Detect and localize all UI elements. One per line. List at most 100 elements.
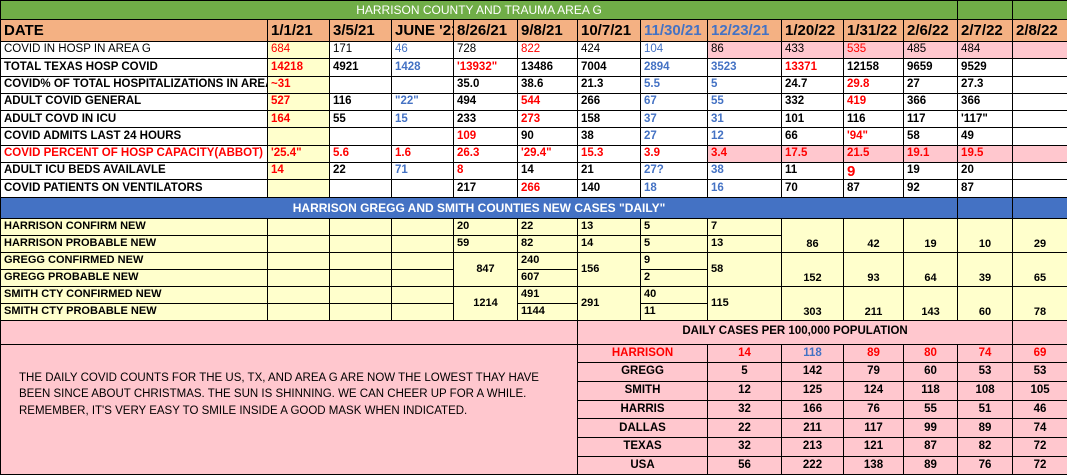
county-row-label[interactable]: HARRISON PROBABLE NEW <box>0 234 268 253</box>
data-cell[interactable]: 233 <box>453 110 518 129</box>
empty-cell[interactable] <box>329 234 392 253</box>
combined-case-cell[interactable]: 60 <box>957 285 1014 321</box>
date-column-header[interactable]: 1/31/22 <box>843 19 904 42</box>
per-100k-value[interactable]: 79 <box>843 362 904 383</box>
data-cell[interactable]: '25.4" <box>267 144 330 164</box>
data-cell[interactable]: 87 <box>843 179 904 198</box>
data-cell[interactable]: 140 <box>577 179 641 198</box>
data-cell[interactable]: 37 <box>640 110 708 129</box>
data-cell[interactable]: 12 <box>707 127 782 146</box>
data-cell[interactable]: '29.4" <box>517 144 578 164</box>
per-100k-value[interactable]: 89 <box>902 455 959 475</box>
data-cell[interactable]: 66 <box>781 127 844 146</box>
data-cell[interactable]: 485 <box>902 40 959 60</box>
data-cell[interactable]: 90 <box>517 127 578 146</box>
per-100k-title[interactable]: DAILY CASES PER 100,000 POPULATION <box>576 319 1014 345</box>
per-100k-value[interactable]: 80 <box>902 343 959 364</box>
county-row-label[interactable]: SMITH CTY PROBABLE NEW <box>0 302 268 321</box>
data-cell[interactable]: 19.5 <box>957 144 1014 164</box>
data-cell[interactable]: 55 <box>707 92 782 112</box>
combined-case-cell[interactable]: 93 <box>843 251 904 287</box>
empty-cell[interactable] <box>329 302 392 321</box>
data-cell[interactable]: 21.3 <box>577 75 641 94</box>
per-100k-value[interactable]: 72 <box>1012 455 1067 475</box>
data-cell[interactable]: 273 <box>517 110 578 129</box>
data-cell[interactable]: "22" <box>391 92 454 112</box>
data-cell[interactable] <box>1012 179 1067 198</box>
cell[interactable] <box>957 196 1014 219</box>
per-100k-value[interactable]: 121 <box>843 437 904 457</box>
case-cell[interactable]: 1144 <box>517 302 578 321</box>
combined-case-cell[interactable]: 152 <box>781 251 844 287</box>
per-100k-value[interactable]: 76 <box>843 399 904 420</box>
case-cell[interactable]: 58 <box>707 251 782 287</box>
data-cell[interactable]: 117 <box>902 110 959 129</box>
row-label[interactable]: ADULT COVID GENERAL <box>0 92 268 112</box>
per-100k-value[interactable]: 105 <box>1012 381 1067 401</box>
data-cell[interactable]: 266 <box>517 179 578 198</box>
per-100k-value[interactable]: 213 <box>781 437 844 457</box>
per-100k-value[interactable]: 117 <box>843 418 904 439</box>
date-column-header[interactable]: 10/7/21 <box>577 19 641 42</box>
row-label[interactable]: COVID PATIENTS ON VENTILATORS <box>0 179 268 198</box>
county-section-title[interactable]: HARRISON GREGG AND SMITH COUNTIES NEW CA… <box>0 196 959 219</box>
data-cell[interactable] <box>391 127 454 146</box>
empty-cell[interactable] <box>391 302 454 321</box>
row-label[interactable]: ADULT ICU BEDS AVAILAVLE <box>0 162 268 181</box>
data-cell[interactable]: 9659 <box>902 58 959 77</box>
empty-cell[interactable] <box>267 268 330 287</box>
region-label[interactable]: SMITH <box>577 381 708 401</box>
data-cell[interactable]: '94" <box>843 127 904 146</box>
per-100k-value[interactable]: 99 <box>902 418 959 439</box>
per-100k-value[interactable]: 118 <box>781 343 844 364</box>
county-row-label[interactable]: SMITH CTY CONFIRMED NEW <box>0 285 268 304</box>
data-cell[interactable]: 24.7 <box>781 75 844 94</box>
data-cell[interactable]: 8 <box>453 162 518 181</box>
data-cell[interactable] <box>1012 127 1067 146</box>
data-cell[interactable]: 1428 <box>391 58 454 77</box>
per-100k-value[interactable]: 138 <box>843 455 904 475</box>
data-cell[interactable]: 12158 <box>843 58 904 77</box>
region-label[interactable]: DALLAS <box>577 418 708 439</box>
per-100k-value[interactable]: 166 <box>781 399 844 420</box>
per-100k-value[interactable]: 46 <box>1012 399 1067 420</box>
per-100k-value[interactable]: 32 <box>707 399 782 420</box>
case-cell[interactable]: 156 <box>577 251 641 287</box>
empty-cell[interactable] <box>329 217 392 236</box>
data-cell[interactable] <box>267 127 330 146</box>
data-cell[interactable]: 5.5 <box>640 75 708 94</box>
data-cell[interactable]: 27 <box>902 75 959 94</box>
case-cell[interactable]: 5 <box>640 234 708 253</box>
data-cell[interactable]: 544 <box>517 92 578 112</box>
combined-case-cell[interactable]: 64 <box>902 251 959 287</box>
row-label[interactable]: COVID ADMITS LAST 24 HOURS <box>0 127 268 146</box>
data-cell[interactable]: 433 <box>781 40 844 60</box>
data-cell[interactable]: 171 <box>329 40 392 60</box>
case-cell[interactable]: 22 <box>517 217 578 236</box>
sheet-title[interactable]: HARRISON COUNTY AND TRAUMA AREA G <box>0 0 959 20</box>
data-cell[interactable]: 14 <box>267 162 330 181</box>
date-column-header[interactable]: 9/8/21 <box>517 19 578 42</box>
data-cell[interactable]: 104 <box>640 40 708 60</box>
per-100k-value[interactable]: 56 <box>707 455 782 475</box>
data-cell[interactable]: 109 <box>453 127 518 146</box>
date-column-header[interactable]: 1/20/22 <box>781 19 844 42</box>
case-cell[interactable]: 14 <box>577 234 641 253</box>
county-row-label[interactable]: GREGG PROBABLE NEW <box>0 268 268 287</box>
per-100k-value[interactable]: 89 <box>957 418 1014 439</box>
empty-cell[interactable] <box>267 251 330 270</box>
cell[interactable] <box>1012 196 1067 219</box>
data-cell[interactable]: 17.5 <box>781 144 844 164</box>
case-cell[interactable]: 5 <box>640 217 708 236</box>
data-cell[interactable]: 21.5 <box>843 144 904 164</box>
empty-cell[interactable] <box>391 268 454 287</box>
data-cell[interactable]: 38 <box>577 127 641 146</box>
data-cell[interactable]: 20 <box>957 162 1014 181</box>
combined-case-cell[interactable]: 303 <box>781 285 844 321</box>
empty-cell[interactable] <box>329 285 392 304</box>
data-cell[interactable]: 27.3 <box>957 75 1014 94</box>
date-column-header[interactable]: 11/30/21 <box>640 19 708 42</box>
data-cell[interactable] <box>329 75 392 94</box>
data-cell[interactable] <box>1012 40 1067 60</box>
row-label[interactable]: ADULT COVD IN ICU <box>0 110 268 129</box>
